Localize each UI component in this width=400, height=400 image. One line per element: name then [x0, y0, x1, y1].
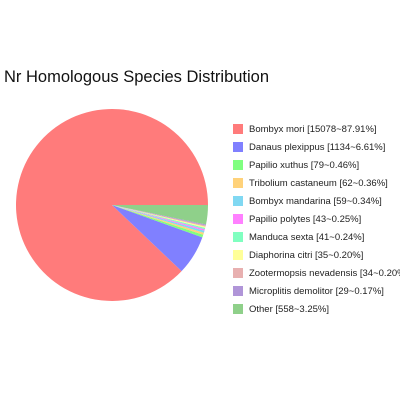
- pie-slice: [112, 205, 208, 225]
- legend-swatch: [233, 124, 243, 134]
- pie-slices: [16, 108, 208, 301]
- legend-swatch: [233, 214, 243, 224]
- chart-title: Nr Homologous Species Distribution: [4, 68, 270, 86]
- legend-label: Diaphorina citri [35~0.20%]: [249, 249, 364, 261]
- legend-item: Microplitis demolitor [29~0.17%]: [233, 282, 400, 300]
- pie-slice: [112, 205, 206, 228]
- legend-label: Other [558~3.25%]: [249, 303, 330, 315]
- legend-swatch: [233, 250, 243, 260]
- pie-slice: [112, 205, 204, 235]
- legend-label: Papilio xuthus [79~0.46%]: [249, 159, 360, 171]
- pie-slice: [112, 205, 203, 272]
- pie-slice: [112, 205, 205, 231]
- legend-item: Bombyx mori [15078~87.91%]: [233, 120, 400, 138]
- legend-item: Zootermopsis nevadensis [34~0.20%]: [233, 264, 400, 282]
- legend-label: Manduca sexta [41~0.24%]: [249, 231, 365, 243]
- pie-slice: [112, 205, 204, 238]
- legend-label: Papilio polytes [43~0.25%]: [249, 213, 362, 225]
- legend-item: Diaphorina citri [35~0.20%]: [233, 246, 400, 264]
- legend-swatch: [233, 268, 243, 278]
- pie-slice: [112, 205, 206, 230]
- pie-slice: [112, 205, 207, 226]
- pie-slice: [16, 108, 208, 301]
- legend-item: Danaus plexippus [1134~6.61%]: [233, 138, 400, 156]
- legend-swatch: [233, 196, 243, 206]
- legend-swatch: [233, 286, 243, 296]
- legend-item: Papilio xuthus [79~0.46%]: [233, 156, 400, 174]
- legend: Bombyx mori [15078~87.91%] Danaus plexipp…: [233, 120, 400, 318]
- legend-item: Other [558~3.25%]: [233, 300, 400, 318]
- legend-label: Bombyx mori [15078~87.91%]: [249, 123, 377, 135]
- legend-label: Zootermopsis nevadensis [34~0.20%]: [249, 267, 400, 279]
- pie-slice: [112, 205, 206, 227]
- legend-item: Tribolium castaneum [62~0.36%]: [233, 174, 400, 192]
- legend-swatch: [233, 178, 243, 188]
- legend-item: Bombyx mandarina [59~0.34%]: [233, 192, 400, 210]
- legend-item: Papilio polytes [43~0.25%]: [233, 210, 400, 228]
- pie-slice: [112, 205, 205, 233]
- legend-label: Bombyx mandarina [59~0.34%]: [249, 195, 382, 207]
- legend-label: Microplitis demolitor [29~0.17%]: [249, 285, 384, 297]
- legend-item: Manduca sexta [41~0.24%]: [233, 228, 400, 246]
- legend-swatch: [233, 304, 243, 314]
- legend-label: Danaus plexippus [1134~6.61%]: [249, 141, 386, 153]
- legend-swatch: [233, 142, 243, 152]
- legend-swatch: [233, 232, 243, 242]
- legend-swatch: [233, 160, 243, 170]
- legend-label: Tribolium castaneum [62~0.36%]: [249, 177, 388, 189]
